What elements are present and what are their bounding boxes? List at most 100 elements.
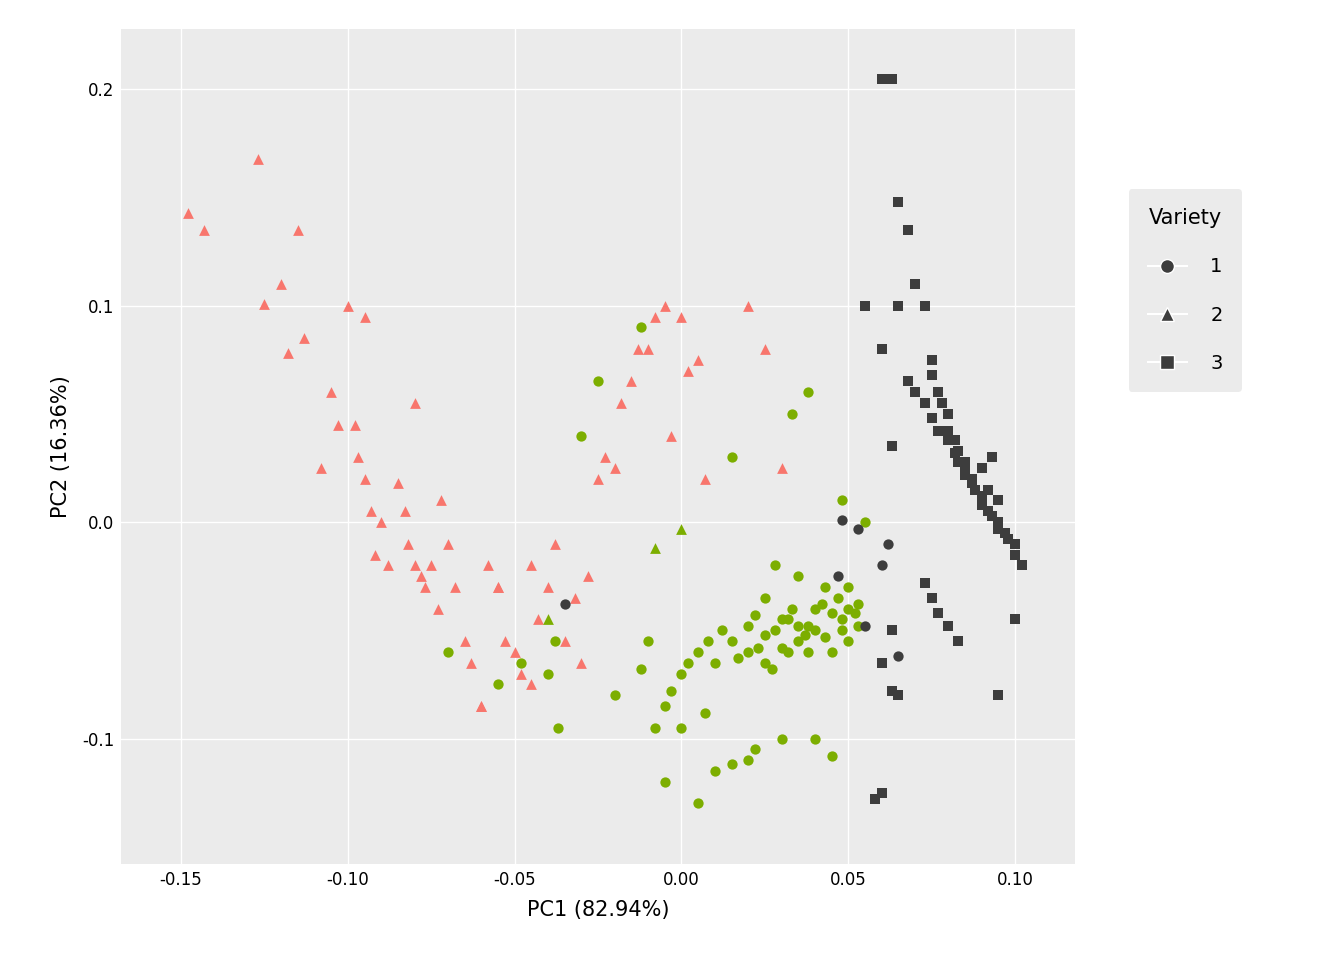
Point: [855, 618, 876, 634]
Point: [970, 489, 992, 504]
Point: [887, 298, 909, 313]
Legend: 1, 2, 3: 1, 2, 3: [1129, 189, 1242, 393]
Point: [288, 223, 309, 238]
Point: [848, 597, 870, 612]
Point: [671, 666, 692, 682]
Point: [603, 687, 625, 703]
Point: [270, 276, 292, 292]
Point: [687, 352, 708, 368]
Point: [254, 296, 276, 311]
Point: [720, 449, 742, 465]
X-axis label: PC1 (82.94%): PC1 (82.94%): [527, 900, 669, 920]
Point: [444, 580, 465, 595]
Point: [637, 342, 659, 357]
Point: [488, 580, 509, 595]
Point: [988, 521, 1009, 537]
Point: [931, 396, 953, 411]
Point: [578, 568, 599, 584]
Point: [948, 444, 969, 459]
Point: [544, 536, 566, 551]
Point: [655, 698, 676, 713]
Point: [1011, 558, 1032, 573]
Point: [378, 558, 399, 573]
Point: [538, 612, 559, 627]
Point: [661, 684, 683, 699]
Point: [938, 432, 960, 447]
Point: [661, 428, 683, 444]
Point: [520, 558, 542, 573]
Point: [804, 623, 825, 638]
Point: [520, 677, 542, 692]
Point: [353, 309, 375, 324]
Point: [637, 634, 659, 649]
Point: [981, 449, 1003, 465]
Point: [754, 627, 775, 642]
Point: [547, 720, 569, 735]
Point: [671, 720, 692, 735]
Point: [961, 475, 982, 491]
Point: [327, 417, 348, 432]
Point: [628, 342, 649, 357]
Point: [277, 346, 298, 361]
Point: [488, 677, 509, 692]
Point: [694, 705, 715, 720]
Point: [988, 492, 1009, 508]
Point: [914, 396, 935, 411]
Point: [310, 461, 332, 476]
Point: [720, 634, 742, 649]
Point: [945, 445, 966, 461]
Point: [905, 385, 926, 400]
Point: [831, 492, 852, 508]
Point: [781, 406, 802, 421]
Point: [477, 558, 499, 573]
Point: [644, 540, 665, 556]
Point: [887, 194, 909, 209]
Point: [828, 590, 849, 606]
Point: [831, 623, 852, 638]
Point: [754, 590, 775, 606]
Point: [828, 568, 849, 584]
Point: [977, 504, 999, 519]
Point: [788, 634, 809, 649]
Point: [644, 309, 665, 324]
Point: [630, 661, 652, 677]
Point: [797, 385, 818, 400]
Point: [727, 651, 749, 666]
Point: [848, 618, 870, 634]
Point: [527, 612, 548, 627]
Point: [880, 71, 902, 86]
Point: [914, 575, 935, 590]
Point: [430, 492, 452, 508]
Point: [671, 521, 692, 537]
Point: [788, 568, 809, 584]
Point: [927, 385, 949, 400]
Point: [814, 580, 836, 595]
Point: [677, 655, 699, 670]
Point: [921, 368, 942, 383]
Point: [810, 597, 832, 612]
Point: [864, 791, 886, 806]
Point: [655, 774, 676, 789]
Point: [544, 634, 566, 649]
Point: [938, 406, 960, 421]
Point: [344, 417, 366, 432]
Point: [871, 342, 892, 357]
Point: [965, 482, 986, 497]
Point: [177, 205, 199, 221]
Point: [571, 655, 593, 670]
Point: [1004, 612, 1025, 627]
Point: [988, 515, 1009, 530]
Point: [511, 655, 532, 670]
Point: [778, 644, 800, 660]
Point: [921, 352, 942, 368]
Point: [337, 298, 359, 313]
Point: [837, 601, 859, 616]
Point: [194, 223, 215, 238]
Point: [698, 634, 719, 649]
Point: [970, 461, 992, 476]
Point: [831, 612, 852, 627]
Point: [320, 385, 341, 400]
Point: [898, 373, 919, 389]
Point: [360, 504, 382, 519]
Point: [387, 475, 409, 491]
